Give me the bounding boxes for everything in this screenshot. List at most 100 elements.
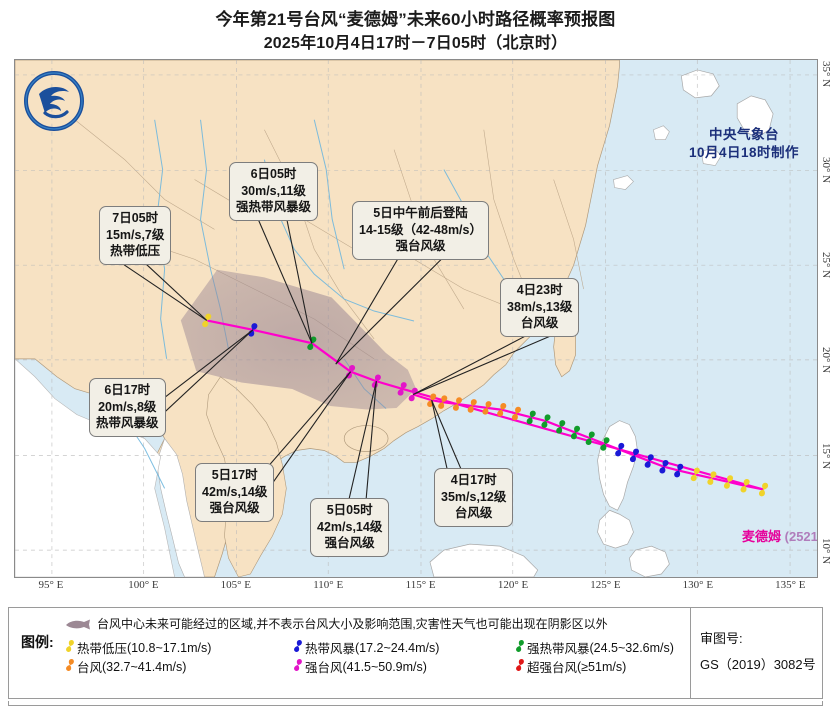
history-track-point-9[interactable]: [541, 414, 551, 428]
callout-fc-7d05-line-2: 热带低压: [110, 244, 161, 258]
history-track-point-4[interactable]: [467, 399, 477, 413]
lat-tick-15: 15° N: [820, 442, 831, 469]
leader-fc-7d05-1: [145, 263, 208, 321]
storm-track-layer: [202, 313, 769, 497]
leader-obs-4d23-1: [413, 335, 552, 396]
history-track-point-3[interactable]: [452, 397, 463, 411]
callout-obs-4d23-line-2: 台风级: [520, 316, 559, 330]
legend-symbol-icon-0: [63, 639, 77, 656]
callout-fc-5d17: 5日17时 42m/s,14级 强台风级: [195, 463, 275, 522]
map-graphics: [15, 60, 817, 577]
longitude-axis: 95° E 100° E 105° E 110° E 115° E 120° E 125° …: [14, 579, 818, 601]
island-hainan: [343, 425, 389, 452]
legend-review-block: 审图号: GS（2019）3082号: [692, 608, 823, 698]
storm-name-label: 麦德姆 (2521): [742, 526, 818, 545]
legend-label-3: 台风: [77, 661, 103, 675]
lon-tick-110: 110° E: [313, 579, 344, 591]
legend-label-2: 强热带风暴: [527, 642, 590, 656]
island-mindanao: [629, 545, 670, 577]
cone-swatch-icon: [66, 619, 90, 630]
legend-range-3: (32.7~41.4m/s): [102, 659, 187, 674]
history-track-point-7[interactable]: [511, 406, 522, 421]
callout-obs-4d17: 4日17时 35m/s,12级 台风级: [434, 468, 514, 527]
track-join-line: [401, 387, 764, 491]
callout-fc-7d05: 7日05时 15m/s,7级 热带低压: [99, 206, 172, 265]
history-track-point-8[interactable]: [526, 410, 536, 425]
callout-fc-6d17-line-0: 6日17时: [104, 383, 151, 397]
lon-tick-105: 105° E: [220, 579, 251, 591]
history-track-point-23[interactable]: [758, 482, 769, 497]
callout-fc-5d05: 5日05时 42m/s,14级 强台风级: [310, 498, 390, 557]
legend-label-4: 强台风: [305, 661, 343, 675]
legend-range-0: (10.8~17.1m/s): [127, 640, 212, 655]
legend-item-2: 强热带风暴 (24.5~32.6m/s): [513, 638, 693, 657]
forecast-track-point-5[interactable]: [397, 382, 407, 396]
title-line-1: 今年第21号台风“麦德姆”未来60小时路径概率预报图: [215, 10, 616, 29]
title-line-2: 2025年10月4日17时－7日05时（北京时）: [263, 35, 568, 52]
legend-categories: 热带低压 (10.8~17.1m/s) 热带风暴 (17.2~24.4m/s) 强热带风…: [63, 638, 693, 676]
island-ryukyu-a: [653, 125, 670, 140]
callout-fc-5d05-line-0: 5日05时: [326, 503, 373, 517]
history-track-point-16[interactable]: [644, 454, 654, 468]
callout-fc-5d17-line-0: 5日17时: [211, 468, 258, 482]
lat-tick-35: 35° N: [820, 61, 831, 88]
history-track-point-17[interactable]: [659, 460, 669, 474]
graticule: [15, 60, 817, 577]
history-track-point-13[interactable]: [600, 437, 610, 451]
lon-tick-120: 120° E: [497, 579, 529, 591]
callout-fc-6d05: 6日05时 30m/s,11级 强热带风暴级: [229, 162, 319, 221]
callout-obs-4d17-line-1: 35m/s,12级: [441, 489, 507, 504]
issuer-time: 10月4日18时制作: [688, 145, 799, 160]
lon-tick-130: 130° E: [682, 579, 714, 591]
callout-obs-4d17-line-2: 台风级: [454, 506, 493, 520]
history-track-point-15[interactable]: [629, 448, 640, 463]
lat-tick-10: 10° N: [820, 538, 831, 565]
callout-obs-4d23-line-0: 4日23时: [516, 283, 563, 297]
history-track-point-6[interactable]: [497, 402, 507, 417]
legend-label-0: 热带低压: [77, 642, 128, 656]
callout-fc-landfall-line-0: 5日中午前后登陆: [373, 206, 468, 220]
history-track-point-11[interactable]: [570, 425, 581, 440]
callout-fc-7d05-line-0: 7日05时: [112, 211, 159, 225]
callout-fc-landfall: 5日中午前后登陆 14-15级（42-48m/s） 强台风级: [352, 201, 489, 260]
legend-label-1: 热带风暴: [305, 642, 356, 656]
history-track-point-10[interactable]: [556, 420, 566, 434]
history-track-point-19[interactable]: [690, 467, 700, 482]
lat-tick-25: 25° N: [820, 252, 831, 279]
forecast-track-point-0[interactable]: [202, 313, 212, 328]
legend-row-1: 台风 (32.7~41.4m/s) 强台风 (41.5~50.9m/s) 超强台风 (≥5…: [63, 657, 693, 676]
history-track-point-18[interactable]: [674, 463, 684, 478]
legend-cone-note: 台风中心未来可能经过的区域,并不表示台风大小及影响范围,灾害性天气也可能出现在阴…: [97, 617, 608, 631]
history-track-point-12[interactable]: [585, 431, 595, 446]
legend-symbol-icon-3: [63, 658, 77, 675]
lat-tick-30: 30° N: [820, 156, 831, 183]
callout-fc-landfall-line-1: 14-15级（42-48m/s）: [359, 222, 482, 237]
leader-fc-6d05-1: [286, 220, 313, 344]
lon-tick-135: 135° E: [775, 579, 806, 591]
callout-fc-6d17-line-1: 20m/s,8级: [98, 399, 157, 414]
map-canvas[interactable]: 中央气象台 10月4日18时制作 麦德姆 (2521) 7日05时 15m/s,7…: [14, 59, 818, 578]
legend-range-5: (≥51m/s): [577, 659, 627, 674]
history-track-point-20[interactable]: [707, 471, 717, 485]
cma-dragon-logo-icon: [24, 71, 84, 131]
legend-main: 图例: 台风中心未来可能经过的区域,并不表示台风大小及影响范围,灾害性天气也可能…: [9, 608, 691, 698]
landmass-malay: [156, 437, 205, 577]
leader-fc-7d05-0: [122, 263, 208, 321]
history-track-point-2[interactable]: [438, 395, 448, 409]
legend-item-3: 台风 (32.7~41.4m/s): [63, 657, 291, 676]
callout-obs-4d23: 4日23时 38m/s,13级 台风级: [500, 278, 580, 337]
storm-code-text: (2521): [784, 529, 818, 544]
history-track-point-22[interactable]: [740, 479, 750, 493]
island-ryukyu-b: [700, 147, 722, 166]
lat-tick-20: 20° N: [820, 347, 831, 374]
lon-tick-100: 100° E: [128, 579, 159, 591]
history-track-point-21[interactable]: [723, 475, 734, 489]
callout-fc-5d05-line-2: 强台风级: [324, 536, 375, 550]
leader-fc-6d05-0: [258, 220, 313, 344]
lon-tick-115: 115° E: [405, 579, 436, 591]
callout-fc-6d05-line-1: 30m/s,11级: [241, 183, 306, 198]
history-track-point-14[interactable]: [615, 442, 625, 457]
legend-title: 图例:: [21, 634, 54, 650]
history-track-point-5[interactable]: [482, 401, 492, 415]
callout-fc-6d17: 6日17时 20m/s,8级 热带风暴级: [89, 378, 166, 437]
